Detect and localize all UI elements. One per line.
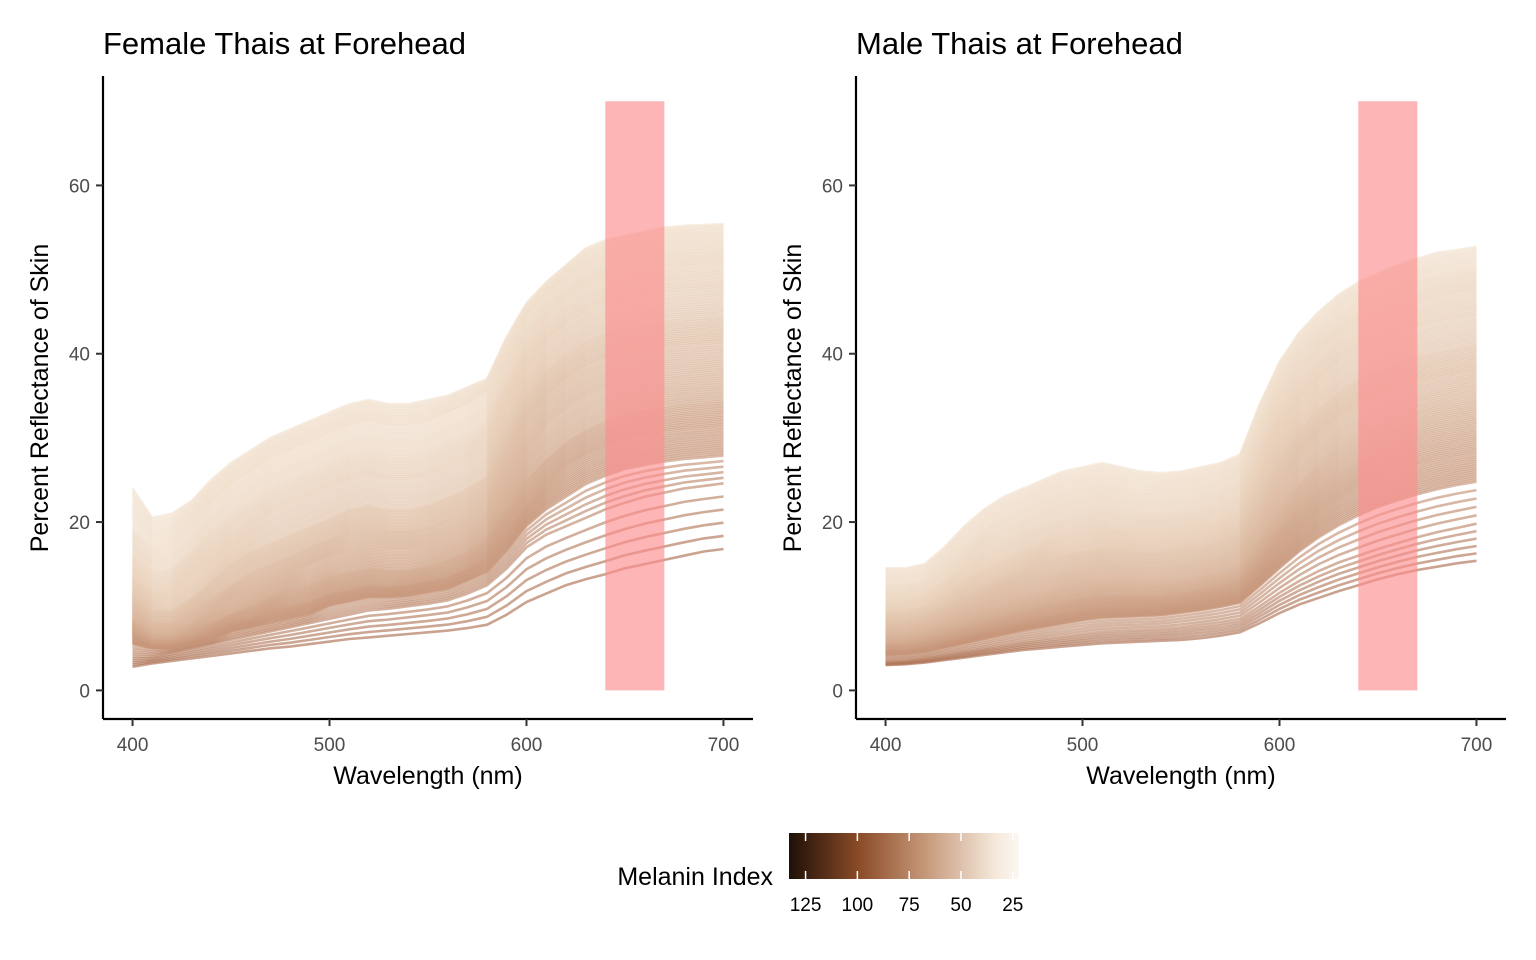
chart-title-female: Female Thais at Forehead [103, 26, 466, 61]
legend-tick-label: 75 [899, 895, 920, 916]
plot-area-male: 400 500 600 700 0 20 40 60 [822, 76, 1506, 756]
x-tick-label: 700 [708, 735, 740, 756]
y-axis-title-female: Percent Reflectance of Skin [26, 244, 54, 553]
x-axis-title-female: Wavelength (nm) [333, 762, 522, 790]
y-tick-label: 60 [69, 176, 90, 197]
plot-area-female: 400 500 600 700 0 20 40 60 [69, 76, 753, 756]
y-tick-label: 0 [832, 681, 843, 702]
legend-tick-label: 125 [790, 895, 822, 916]
chart-title-male: Male Thais at Forehead [856, 26, 1183, 61]
axes: 400 500 600 700 0 20 40 60 [822, 76, 1506, 756]
y-tick-label: 60 [822, 176, 843, 197]
legend-colorbar [789, 833, 1019, 879]
highlight-band [1358, 101, 1418, 691]
highlight-band [605, 101, 665, 691]
y-axis-title-male: Percent Reflectance of Skin [779, 244, 807, 553]
legend-tick-label: 50 [950, 895, 971, 916]
x-axis-title-male: Wavelength (nm) [1086, 762, 1275, 790]
x-tick-label: 500 [1067, 735, 1099, 756]
x-tick-label: 400 [870, 735, 902, 756]
y-tick-label: 40 [822, 345, 843, 366]
legend-ticks: 125 100 75 50 25 [790, 833, 1023, 916]
y-tick-label: 20 [69, 513, 90, 534]
x-tick-label: 600 [1264, 735, 1296, 756]
legend-tick-label: 100 [842, 895, 874, 916]
legend: Melanin Index 125 100 75 50 25 [617, 833, 1023, 916]
legend-title: Melanin Index [617, 863, 773, 891]
panel-female: Female Thais at Forehead 400 500 600 700 0 20… [26, 26, 753, 790]
y-tick-label: 0 [79, 681, 90, 702]
x-tick-label: 400 [117, 735, 149, 756]
x-tick-label: 700 [1461, 735, 1493, 756]
x-tick-label: 500 [314, 735, 346, 756]
legend-tick-label: 25 [1002, 895, 1023, 916]
axes: 400 500 600 700 0 20 40 60 [69, 76, 753, 756]
panel-male: Male Thais at Forehead 400 500 600 70002040… [779, 26, 1506, 790]
y-tick-label: 20 [822, 513, 843, 534]
x-tick-label: 600 [511, 735, 543, 756]
y-tick-label: 40 [69, 345, 90, 366]
